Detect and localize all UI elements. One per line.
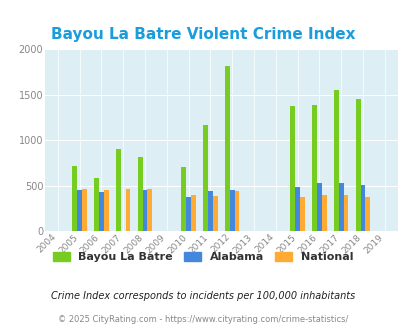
Bar: [311, 105, 316, 231]
Bar: [333, 90, 338, 231]
Bar: [147, 189, 152, 231]
Bar: [355, 99, 360, 231]
Bar: [360, 185, 364, 231]
Bar: [77, 190, 82, 231]
Bar: [299, 197, 304, 231]
Bar: [207, 191, 212, 231]
Text: © 2025 CityRating.com - https://www.cityrating.com/crime-statistics/: © 2025 CityRating.com - https://www.city…: [58, 315, 347, 324]
Bar: [125, 189, 130, 231]
Bar: [94, 178, 99, 231]
Bar: [186, 197, 190, 231]
Bar: [116, 149, 120, 231]
Bar: [364, 197, 369, 231]
Bar: [212, 196, 217, 231]
Bar: [321, 195, 326, 231]
Bar: [104, 190, 108, 231]
Bar: [181, 167, 186, 231]
Bar: [316, 183, 321, 231]
Text: Bayou La Batre Violent Crime Index: Bayou La Batre Violent Crime Index: [51, 27, 354, 42]
Legend: Bayou La Batre, Alabama, National: Bayou La Batre, Alabama, National: [48, 248, 357, 267]
Bar: [294, 187, 299, 231]
Bar: [142, 190, 147, 231]
Bar: [234, 191, 239, 231]
Bar: [190, 195, 195, 231]
Bar: [202, 125, 207, 231]
Bar: [137, 157, 142, 231]
Bar: [72, 166, 77, 231]
Bar: [338, 183, 343, 231]
Bar: [290, 106, 294, 231]
Bar: [99, 192, 104, 231]
Bar: [224, 66, 229, 231]
Bar: [229, 190, 234, 231]
Bar: [82, 189, 87, 231]
Bar: [343, 195, 347, 231]
Text: Crime Index corresponds to incidents per 100,000 inhabitants: Crime Index corresponds to incidents per…: [51, 291, 354, 301]
